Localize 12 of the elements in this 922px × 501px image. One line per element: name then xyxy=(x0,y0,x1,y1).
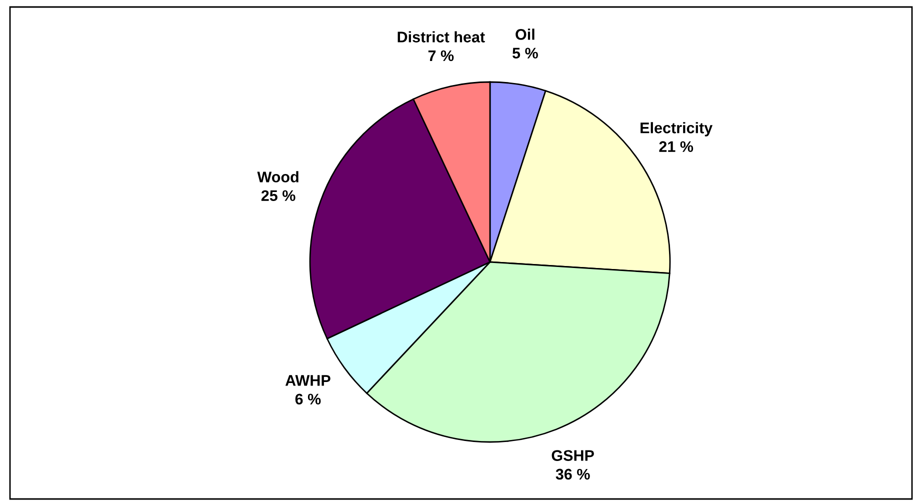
data-label: 7 % xyxy=(428,50,454,62)
slice-label: Wood xyxy=(257,171,298,182)
data-label: 21 % xyxy=(659,141,694,152)
slice-label: Electricity xyxy=(640,122,713,136)
data-label: 6 % xyxy=(295,394,321,405)
data-label: 36 % xyxy=(556,468,590,480)
data-label: 25 % xyxy=(261,190,296,202)
data-label: 5 % xyxy=(512,48,538,59)
slice-label: Oil xyxy=(516,28,534,40)
slice-label: AWHP xyxy=(285,375,330,386)
slice-label: GSHP xyxy=(552,450,594,461)
slice-label: District heat xyxy=(398,31,485,42)
